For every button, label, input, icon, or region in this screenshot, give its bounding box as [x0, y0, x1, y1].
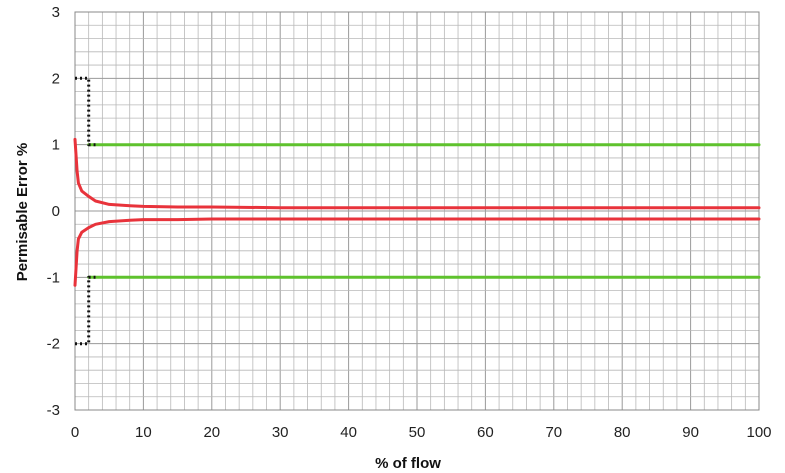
y-tick-label: 2: [52, 70, 60, 87]
x-tick-label: 40: [340, 424, 357, 441]
x-tick-label: 90: [682, 424, 699, 441]
x-axis-title: % of flow: [375, 455, 441, 472]
x-tick-label: 30: [272, 424, 289, 441]
y-tick-label: -2: [47, 336, 60, 353]
x-tick-label: 20: [203, 424, 220, 441]
x-tick-label: 70: [545, 424, 562, 441]
series-upper-error-curve: [73, 137, 761, 210]
y-tick-label: 1: [52, 137, 60, 154]
x-tick-label: 80: [614, 424, 631, 441]
x-tick-label: 10: [135, 424, 152, 441]
x-tick-label: 0: [71, 424, 79, 441]
series-upper-low-flow-limit: [75, 76, 96, 147]
x-tick-label: 50: [409, 424, 426, 441]
x-tick-label: 100: [746, 424, 771, 441]
x-tick-label: 60: [477, 424, 494, 441]
grid: [74, 11, 760, 411]
series-lower-low-flow-limit: [75, 275, 96, 346]
plot-frame: [74, 11, 760, 411]
y-tick-label: 0: [52, 203, 60, 220]
series-lower-error-curve: [73, 217, 761, 287]
y-axis-title: Permisable Error %: [14, 143, 31, 281]
series-layer: [73, 76, 761, 346]
y-tick-label: -3: [47, 402, 60, 419]
y-tick-label: 3: [52, 4, 60, 21]
y-tick-label: -1: [47, 269, 60, 286]
